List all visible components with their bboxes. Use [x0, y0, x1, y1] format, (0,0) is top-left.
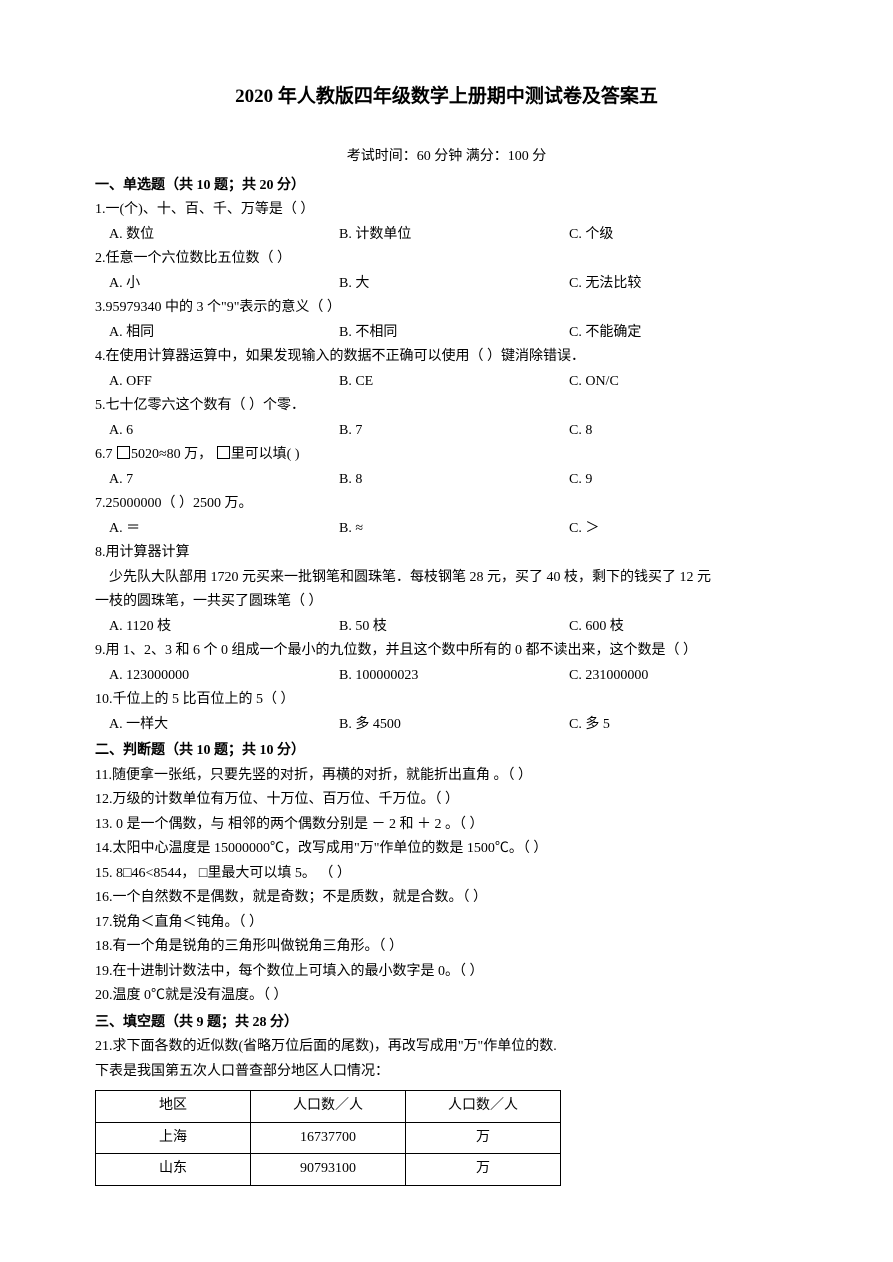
q6-opt-b: B. 8	[339, 468, 569, 493]
q1-opt-c: C. 个级	[569, 223, 798, 248]
square-icon	[117, 446, 130, 459]
q21-desc: 下表是我国第五次人口普查部分地区人口情况：	[95, 1060, 798, 1085]
q1-opt-a: A. 数位	[109, 223, 339, 248]
cell-pop: 16737700	[251, 1122, 406, 1154]
q2-text: 2.任意一个六位数比五位数（ ）	[95, 247, 798, 272]
q8-options: A. 1120 枝 B. 50 枝 C. 600 枝	[95, 615, 798, 640]
q21-text: 21.求下面各数的近似数(省略万位后面的尾数)，再改写成用"万"作单位的数.	[95, 1035, 798, 1060]
q6-opt-a: A. 7	[109, 468, 339, 493]
cell-unit: 万	[406, 1154, 561, 1186]
q8-text: 8.用计算器计算	[95, 541, 798, 566]
q2-options: A. 小 B. 大 C. 无法比较	[95, 272, 798, 297]
q5-opt-c: C. 8	[569, 419, 798, 444]
q6-end: 里可以填( )	[231, 447, 300, 462]
q10-opt-b: B. 多 4500	[339, 713, 569, 738]
table-row: 上海 16737700 万	[96, 1122, 561, 1154]
square-icon	[217, 446, 230, 459]
q5-text: 5.七十亿零六这个数有（ ）个零．	[95, 394, 798, 419]
section2-header: 二、判断题（共 10 题；共 10 分）	[95, 739, 798, 764]
q9-opt-c: C. 231000000	[569, 664, 798, 689]
q6-suffix: 5020≈80 万，	[131, 447, 216, 462]
population-table: 地区 人口数／人 人口数／人 上海 16737700 万 山东 90793100…	[95, 1090, 561, 1186]
exam-info: 考试时间：60 分钟 满分：100 分	[95, 145, 798, 170]
q15-mid: 46<8544，	[131, 866, 198, 881]
q8-opt-a: A. 1120 枝	[109, 615, 339, 640]
q7-opt-c: C. ＞	[569, 517, 798, 542]
q20-text: 20.温度 0℃就是没有温度。（ ）	[95, 984, 798, 1009]
cell-region: 山东	[96, 1154, 251, 1186]
q3-opt-b: B. 不相同	[339, 321, 569, 346]
q9-opt-b: B. 100000023	[339, 664, 569, 689]
cell-unit: 万	[406, 1122, 561, 1154]
q9-options: A. 123000000 B. 100000023 C. 231000000	[95, 664, 798, 689]
table-header-pop2: 人口数／人	[406, 1091, 561, 1123]
q17-text: 17.锐角＜直角＜钝角。（ ）	[95, 911, 798, 936]
table-header-region: 地区	[96, 1091, 251, 1123]
q16-text: 16.一个自然数不是偶数，就是奇数；不是质数，就是合数。（ ）	[95, 886, 798, 911]
q9-text: 9.用 1、2、3 和 6 个 0 组成一个最小的九位数，并且这个数中所有的 0…	[95, 639, 798, 664]
q6-opt-c: C. 9	[569, 468, 798, 493]
table-header-row: 地区 人口数／人 人口数／人	[96, 1091, 561, 1123]
q6-text: 6.7 5020≈80 万， 里可以填( )	[95, 443, 798, 468]
q19-text: 19.在十进制计数法中，每个数位上可填入的最小数字是 0。（ ）	[95, 960, 798, 985]
cell-pop: 90793100	[251, 1154, 406, 1186]
q4-options: A. OFF B. CE C. ON/C	[95, 370, 798, 395]
q11-text: 11.随便拿一张纸，只要先竖的对折，再横的对折，就能折出直角 。（ ）	[95, 764, 798, 789]
q8-opt-c: C. 600 枝	[569, 615, 798, 640]
q18-text: 18.有一个角是锐角的三角形叫做锐角三角形。（ ）	[95, 935, 798, 960]
q10-options: A. 一样大 B. 多 4500 C. 多 5	[95, 713, 798, 738]
q5-options: A. 6 B. 7 C. 8	[95, 419, 798, 444]
q8-line1: 少先队大队部用 1720 元买来一批钢笔和圆珠笔．每枝钢笔 28 元，买了 40…	[95, 566, 798, 591]
q2-opt-b: B. 大	[339, 272, 569, 297]
q12-text: 12.万级的计数单位有万位、十万位、百万位、千万位。（ ）	[95, 788, 798, 813]
q8-line2: 一枝的圆珠笔，一共买了圆珠笔（ ）	[95, 590, 798, 615]
cell-region: 上海	[96, 1122, 251, 1154]
q15-text: 15. 8□46<8544， □里最大可以填 5。 （ ）	[95, 862, 798, 887]
section3-header: 三、填空题（共 9 题；共 28 分）	[95, 1011, 798, 1036]
table-row: 山东 90793100 万	[96, 1154, 561, 1186]
q10-opt-c: C. 多 5	[569, 713, 798, 738]
q2-opt-c: C. 无法比较	[569, 272, 798, 297]
q8-opt-b: B. 50 枝	[339, 615, 569, 640]
q3-text: 3.95979340 中的 3 个"9"表示的意义（ ）	[95, 296, 798, 321]
q7-text: 7.25000000（ ）2500 万。	[95, 492, 798, 517]
q10-text: 10.千位上的 5 比百位上的 5（ ）	[95, 688, 798, 713]
q15-prefix: 15. 8	[95, 866, 123, 881]
q4-opt-b: B. CE	[339, 370, 569, 395]
q5-opt-a: A. 6	[109, 419, 339, 444]
q4-opt-c: C. ON/C	[569, 370, 798, 395]
q7-opt-b: B. ≈	[339, 517, 569, 542]
q7-options: A. ＝ B. ≈ C. ＞	[95, 517, 798, 542]
q1-text: 1.一(个)、十、百、千、万等是（ ）	[95, 198, 798, 223]
q3-opt-c: C. 不能确定	[569, 321, 798, 346]
table-header-pop1: 人口数／人	[251, 1091, 406, 1123]
q4-text: 4.在使用计算器运算中，如果发现输入的数据不正确可以使用（ ）键消除错误．	[95, 345, 798, 370]
q9-opt-a: A. 123000000	[109, 664, 339, 689]
q2-opt-a: A. 小	[109, 272, 339, 297]
q3-options: A. 相同 B. 不相同 C. 不能确定	[95, 321, 798, 346]
q14-text: 14.太阳中心温度是 15000000℃，改写成用"万"作单位的数是 1500℃…	[95, 837, 798, 862]
q6-options: A. 7 B. 8 C. 9	[95, 468, 798, 493]
section1-header: 一、单选题（共 10 题；共 20 分）	[95, 174, 798, 199]
page-title: 2020 年人教版四年级数学上册期中测试卷及答案五	[95, 80, 798, 113]
q7-opt-a: A. ＝	[109, 517, 339, 542]
q10-opt-a: A. 一样大	[109, 713, 339, 738]
q3-opt-a: A. 相同	[109, 321, 339, 346]
q6-prefix: 6.7	[95, 447, 116, 462]
q5-opt-b: B. 7	[339, 419, 569, 444]
q1-options: A. 数位 B. 计数单位 C. 个级	[95, 223, 798, 248]
q15-suffix: 里最大可以填 5。 （ ）	[207, 866, 351, 881]
q13-text: 13. 0 是一个偶数，与 相邻的两个偶数分别是 － 2 和 ＋ 2 。（ ）	[95, 813, 798, 838]
q1-opt-b: B. 计数单位	[339, 223, 569, 248]
q4-opt-a: A. OFF	[109, 370, 339, 395]
